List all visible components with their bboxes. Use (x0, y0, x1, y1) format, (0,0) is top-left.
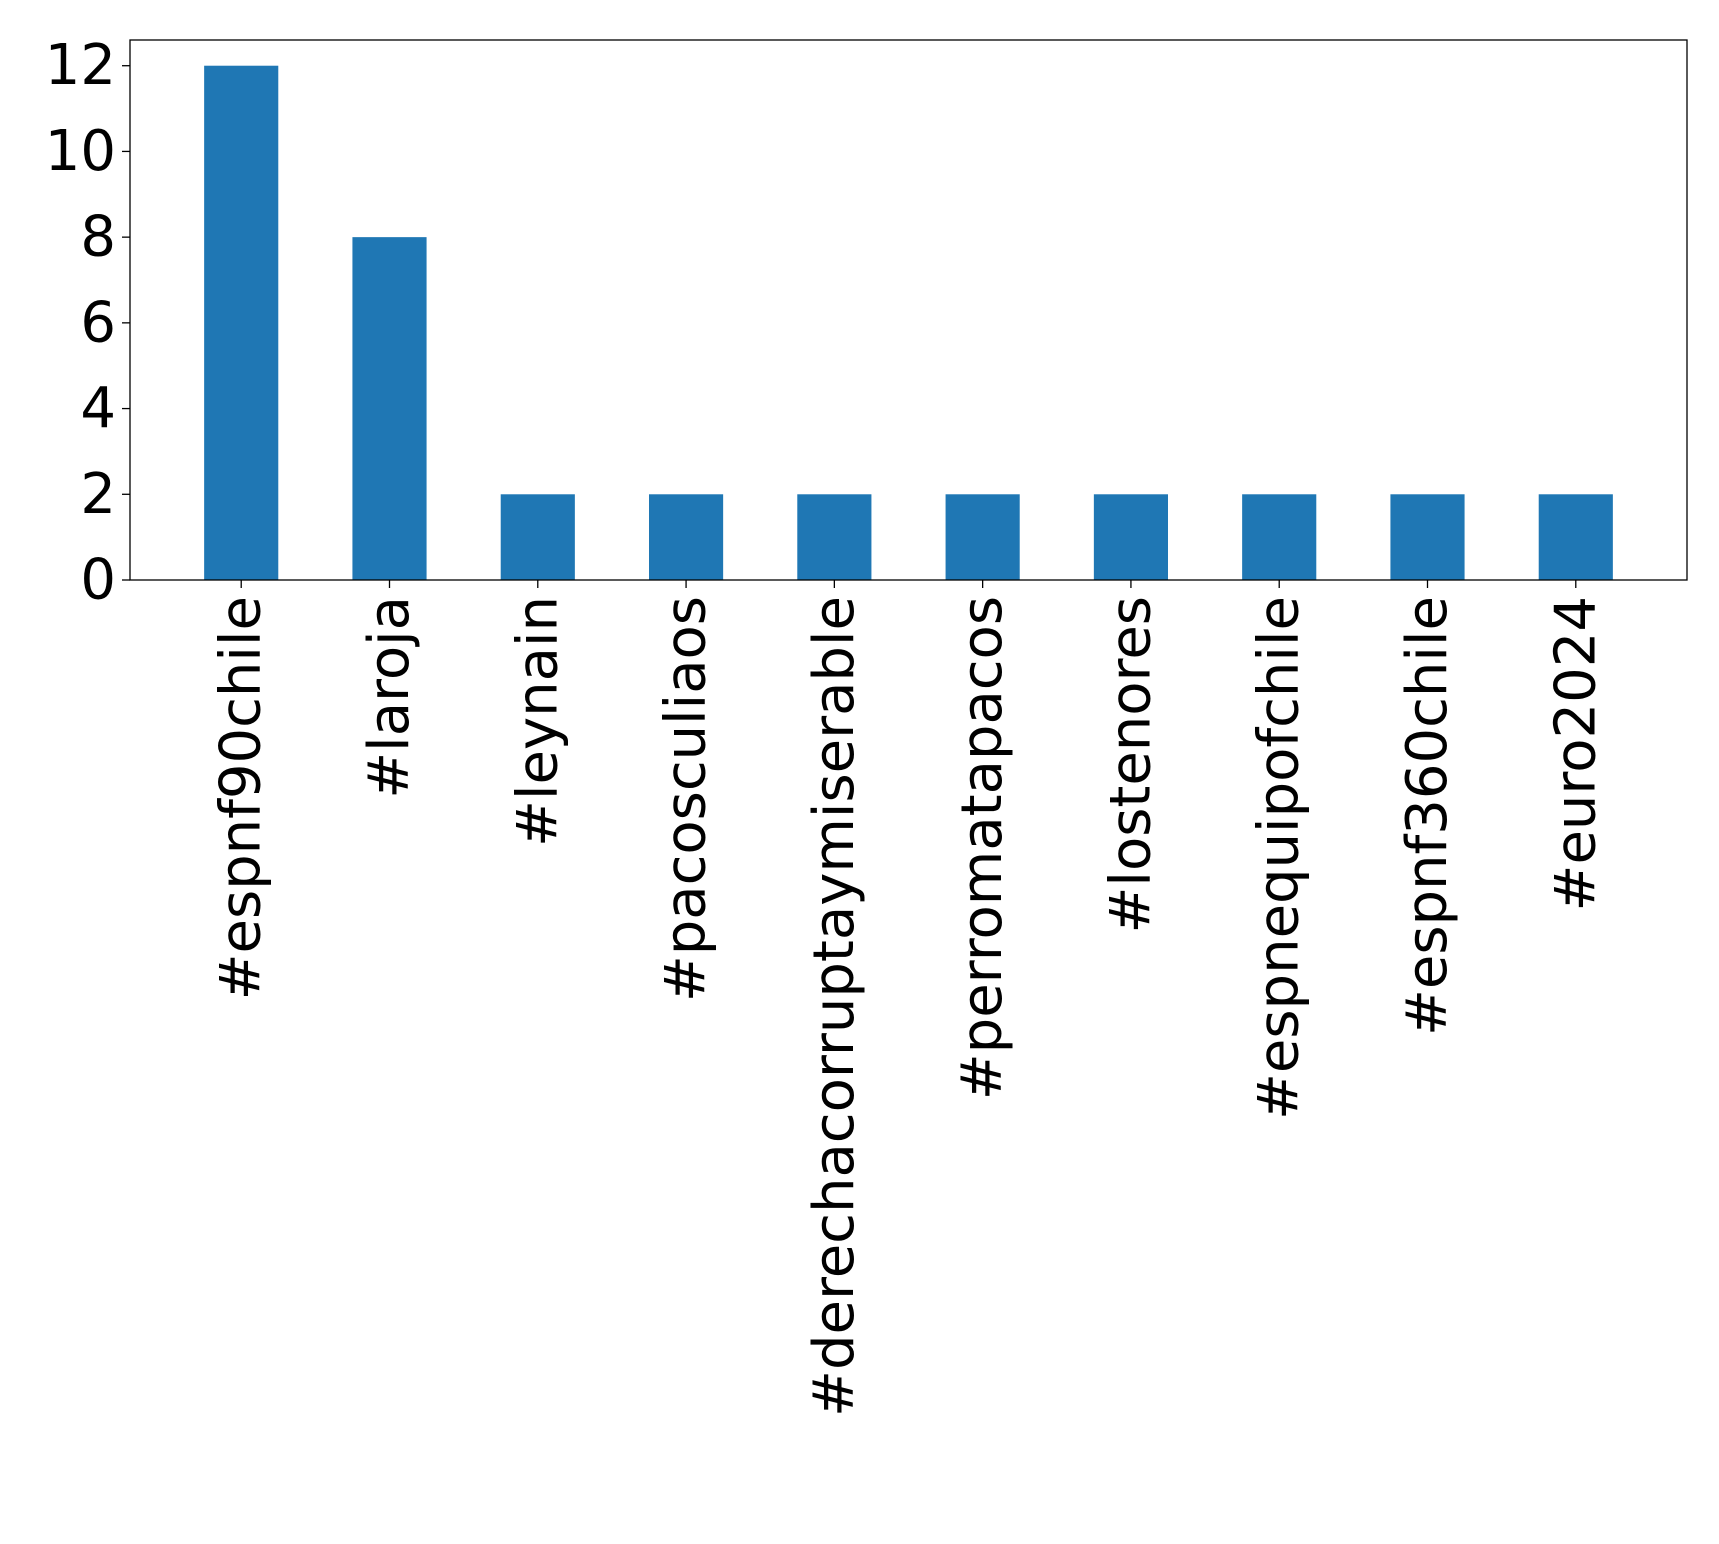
y-tick-label: 8 (80, 205, 116, 270)
bar-7 (1242, 494, 1317, 580)
bar-5 (945, 494, 1020, 580)
x-tick-label: #derechacorruptaymiserable (802, 596, 867, 1417)
bar-0 (204, 65, 279, 580)
x-tick-label: #lostenores (1098, 596, 1163, 934)
x-tick-label: #laroja (357, 596, 422, 799)
x-tick-label: #euro2024 (1543, 596, 1608, 911)
bars-group (204, 65, 1613, 580)
y-tick-label: 2 (80, 462, 116, 527)
y-tick-label: 6 (80, 290, 116, 355)
bar-6 (1093, 494, 1168, 580)
bar-1 (352, 237, 427, 580)
bar-3 (649, 494, 724, 580)
bar-8 (1390, 494, 1465, 580)
x-axis: #espnf90chile #laroja #leynain #pacosculiao… (209, 580, 1608, 1417)
plot-frame (129, 39, 1688, 581)
x-tick-label: #espnf360chile (1395, 596, 1460, 1036)
y-tick-label: 10 (45, 119, 116, 184)
x-tick-label: #pacosculiaos (654, 596, 719, 1002)
x-tick-label: #perromatapacos (950, 596, 1015, 1100)
bar-4 (797, 494, 872, 580)
x-tick-label: #espnequipofchile (1247, 596, 1312, 1120)
y-tick-label: 12 (45, 33, 116, 98)
y-axis: 0 2 4 6 8 10 12 (45, 33, 130, 613)
bar-9 (1538, 494, 1613, 580)
bar-2 (500, 494, 575, 580)
x-tick-label: #espnf90chile (209, 596, 274, 1000)
y-tick-label: 4 (80, 376, 116, 441)
x-tick-label: #leynain (505, 596, 570, 847)
y-tick-label: 0 (80, 548, 116, 613)
